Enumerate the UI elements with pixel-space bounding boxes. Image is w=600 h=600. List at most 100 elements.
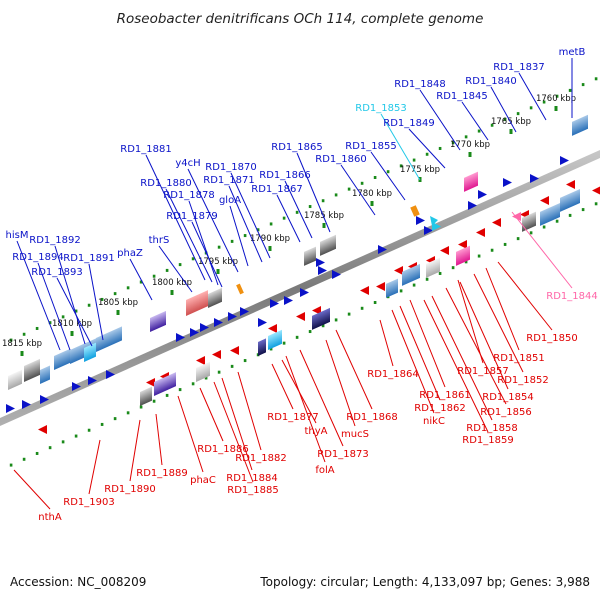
gene-arrow-16[interactable] [190,328,199,337]
gene-arrow-14[interactable] [214,318,223,327]
gene-arrow-50[interactable] [432,222,441,231]
gene-block-18[interactable] [140,386,152,406]
gene-label-rd1-1891[interactable]: RD1_1891 [63,253,114,264]
gene-block-17[interactable] [154,372,176,396]
gene-label-rd1-1867[interactable]: RD1_1867 [251,184,302,195]
gene-label-rd1-1885[interactable]: RD1_1885 [227,485,278,496]
gene-label-rd1-1868[interactable]: RD1_1868 [346,412,397,423]
gene-label-rd1-1890[interactable]: RD1_1890 [104,484,155,495]
gene-label-rd1-1844[interactable]: RD1_1844 [546,291,597,302]
gene-arrow-33[interactable] [458,240,467,249]
gene-arrow-34[interactable] [440,246,449,255]
gene-block-15[interactable] [268,329,282,350]
gene-label-rd1-1878[interactable]: RD1_1878 [163,190,214,201]
gene-label-ntha[interactable]: nthA [38,512,62,523]
gene-block-19[interactable] [196,361,210,382]
gene-label-rd1-1870[interactable]: RD1_1870 [205,162,256,173]
gene-block-16[interactable] [258,338,266,356]
gene-label-rd1-1837[interactable]: RD1_1837 [493,62,544,73]
gene-arrow-13[interactable] [228,312,237,321]
gene-label-rd1-1864[interactable]: RD1_1864 [367,369,418,380]
gene-block-4[interactable] [464,171,478,192]
gene-block-23[interactable] [84,342,96,362]
gene-block-orange[interactable] [410,205,420,217]
gene-label-rd1-1850[interactable]: RD1_1850 [526,333,577,344]
gene-label-rd1-1858[interactable]: RD1_1858 [466,423,517,434]
gene-arrow-0[interactable] [560,156,569,165]
gene-arrow-22[interactable] [22,400,31,409]
gene-arrow-4[interactable] [468,201,477,210]
gene-block-14[interactable] [150,310,166,332]
gene-arrow-9[interactable] [300,288,309,297]
gene-arrow-27[interactable] [592,186,600,195]
gene-label-phac[interactable]: phaC [190,475,216,486]
gene-arrow-32[interactable] [476,228,485,237]
gene-arrow-17[interactable] [176,333,185,342]
gene-block-26[interactable] [40,365,50,384]
gene-arrow-48[interactable] [38,425,47,434]
gene-arrow-42[interactable] [268,324,277,333]
gene-label-rd1-1873[interactable]: RD1_1873 [317,449,368,460]
gene-label-fola[interactable]: folA [315,465,334,476]
gene-label-rd1-1865[interactable]: RD1_1865 [271,142,322,153]
gene-block-11[interactable] [312,307,330,330]
gene-label-rd1-1882[interactable]: RD1_1882 [235,453,286,464]
gene-arrow-11[interactable] [270,299,279,308]
gene-label-rd1-1893[interactable]: RD1_1893 [31,267,82,278]
gene-arrow-25[interactable] [258,318,267,327]
gene-arrow-47[interactable] [146,378,155,387]
gene-label-rd1-1853[interactable]: RD1_1853 [355,103,406,114]
gene-label-rd1-1854[interactable]: RD1_1854 [482,392,533,403]
gene-label-gloa[interactable]: gloA [219,195,241,206]
gene-arrow-10[interactable] [284,296,293,305]
gene-arrow-24[interactable] [316,258,325,267]
gene-block-6[interactable] [402,263,420,286]
gene-arrow-5[interactable] [424,226,433,235]
gene-label-rd1-1852[interactable]: RD1_1852 [497,375,548,386]
gene-label-rd1-1879[interactable]: RD1_1879 [166,211,217,222]
gene-arrow-15[interactable] [200,323,209,332]
gene-label-rd1-1894[interactable]: RD1_1894 [12,252,63,263]
gene-label-thya[interactable]: thyA [304,426,327,437]
gene-arrow-28[interactable] [566,180,575,189]
gene-label-rd1-1848[interactable]: RD1_1848 [394,79,445,90]
gene-label-rd1-1866[interactable]: RD1_1866 [259,170,310,181]
gene-arrow-37[interactable] [394,266,403,275]
gene-label-nikc[interactable]: nikC [423,416,445,427]
gene-label-rd1-1857[interactable]: RD1_1857 [457,366,508,377]
gene-arrow-29[interactable] [540,196,549,205]
gene-block-3[interactable] [522,211,536,232]
gene-block-7[interactable] [426,257,440,278]
gene-arrow-3[interactable] [478,190,487,199]
gene-arrow-26[interactable] [416,216,425,225]
gene-block-0[interactable] [572,114,588,136]
gene-arrow-45[interactable] [196,356,205,365]
gene-label-rd1-1860[interactable]: RD1_1860 [315,154,366,165]
gene-block-10[interactable] [386,278,398,298]
gene-block-13[interactable] [208,287,222,308]
gene-label-rd1-1849[interactable]: RD1_1849 [383,118,434,129]
gene-arrow-39[interactable] [360,286,369,295]
gene-label-rd1-1840[interactable]: RD1_1840 [465,76,516,87]
gene-label-rd1-1881[interactable]: RD1_1881 [120,144,171,155]
gene-arrow-40[interactable] [312,306,321,315]
gene-label-metb[interactable]: metB [559,47,586,58]
gene-label-phaz[interactable]: phaZ [117,248,143,259]
gene-block-24[interactable] [24,358,40,382]
gene-arrow-7[interactable] [332,270,341,279]
gene-arrow-18[interactable] [106,370,115,379]
gene-label-rd1-1862[interactable]: RD1_1862 [414,403,465,414]
gene-label-mucs[interactable]: mucS [341,429,369,440]
gene-label-rd1-1859[interactable]: RD1_1859 [462,435,513,446]
gene-arrow-38[interactable] [376,282,385,291]
gene-arrow-49[interactable] [512,212,521,221]
gene-arrow-20[interactable] [72,382,81,391]
gene-label-rd1-1884[interactable]: RD1_1884 [226,473,277,484]
gene-label-rd1-1892[interactable]: RD1_1892 [29,235,80,246]
gene-label-rd1-1880[interactable]: RD1_1880 [140,178,191,189]
gene-block-21[interactable] [70,338,96,364]
gene-label-rd1-1889[interactable]: RD1_1889 [136,468,187,479]
gene-label-rd1-1855[interactable]: RD1_1855 [345,141,396,152]
gene-arrow-31[interactable] [492,218,501,227]
